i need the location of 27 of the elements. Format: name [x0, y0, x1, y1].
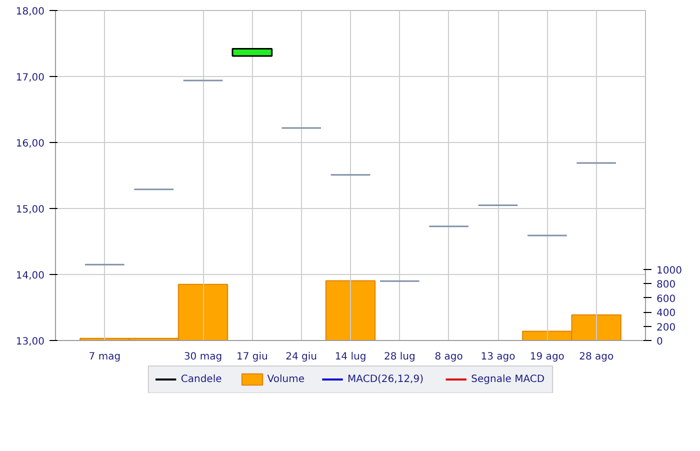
y-tick-label: 17,00: [16, 72, 45, 84]
y-tick-label: 16,00: [16, 138, 45, 150]
x-tick-label: 14 lug: [334, 352, 366, 362]
legend-label: MACD(26,12,9): [348, 374, 424, 385]
x-tick-label: 7 mag: [88, 352, 121, 362]
y2-tick-label: 400: [656, 308, 676, 320]
x-tick-label: 8 ago: [434, 352, 463, 362]
y-tick-label: 14,00: [16, 270, 45, 282]
x-tick-label: 17 giu: [236, 352, 268, 362]
legend-label: Volume: [267, 374, 305, 385]
bar: [325, 280, 376, 340]
y2-tick-label: 600: [656, 294, 676, 305]
y2-tick-label: 1000: [656, 265, 682, 276]
y2-tick-label: 0: [656, 336, 663, 348]
x-tick-label: 13 ago: [480, 352, 516, 362]
y2-tick-label: 200: [656, 322, 676, 334]
y2-tick-label: 800: [656, 280, 676, 291]
legend-label: Candele: [180, 374, 222, 385]
y-tick-label: 18,00: [16, 6, 45, 18]
x-tick-label: 28 lug: [384, 352, 416, 362]
legend-label: Segnale MACD: [471, 374, 545, 385]
x-tick-label: 30 mag: [184, 352, 222, 362]
x-tick-label: 19 ago: [530, 352, 564, 362]
x-tick-label: 28 ago: [579, 352, 614, 362]
y-tick-label: 13,00: [16, 336, 45, 348]
y-tick-label: 15,00: [16, 204, 45, 216]
x-tick-label: 24 giu: [286, 352, 318, 362]
